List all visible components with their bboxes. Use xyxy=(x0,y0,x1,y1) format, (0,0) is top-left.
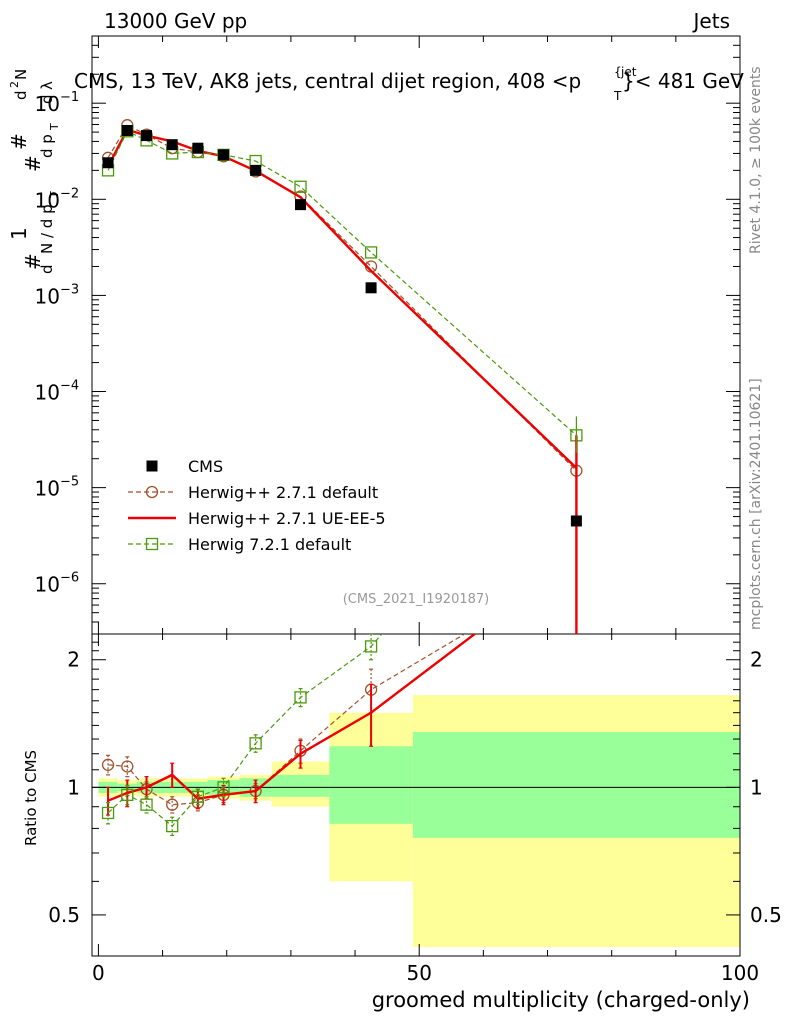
plot-title: CMS, 13 TeV, AK8 jets, central dijet reg… xyxy=(74,65,744,103)
ratio-y-axis-title: Ratio to CMS xyxy=(22,750,40,846)
main-y-tick-label-2: 10 xyxy=(35,381,60,405)
legend-label-hw271: Herwig++ 2.7.1 default xyxy=(188,483,378,502)
ratio-point-hw721-5 xyxy=(217,781,230,794)
ratio-point-hw721-4 xyxy=(191,790,205,803)
plot-title-sub: T xyxy=(613,89,622,103)
ratio-y-tick-label-right-1: 1 xyxy=(750,775,763,799)
x-tick-label-1: 50 xyxy=(406,961,431,985)
ratio-plot-frame xyxy=(91,633,741,957)
main-y-tick-exp-3: −3 xyxy=(60,282,79,297)
ratio-y-tick-label-left-1: 1 xyxy=(67,775,80,799)
cms-point-5 xyxy=(218,149,230,161)
main-y-tick-label-3: 10 xyxy=(35,284,60,308)
ratio-line-hw271 xyxy=(107,634,466,806)
cms-point-9 xyxy=(570,515,582,527)
main-point-hw721-8 xyxy=(364,246,378,259)
main-y-tick-exp-0: −6 xyxy=(60,571,79,586)
ratio-point-hw721-6 xyxy=(249,737,262,750)
plot-title-brace: { xyxy=(614,65,622,79)
ratio-uncertainty-bands xyxy=(92,695,740,948)
legend: CMS Herwig++ 2.7.1 default Herwig++ 2.7.1 … xyxy=(128,457,386,554)
cms-point-4 xyxy=(192,142,204,154)
rivet-version-label: Rivet 4.1.0, ≥ 100k events xyxy=(748,66,764,254)
svg-text:1: 1 xyxy=(7,227,31,240)
main-y-tick-exp-4: −2 xyxy=(60,186,79,201)
svg-text:#: # xyxy=(21,253,45,270)
ratio-y-tick-label-right-2: 2 xyxy=(750,648,763,672)
cms-point-8 xyxy=(365,282,377,294)
ratio-point-hw721-7 xyxy=(294,691,307,704)
svg-text:2: 2 xyxy=(8,81,21,88)
ratio-y-tick-label-left-0: 0.5 xyxy=(48,903,80,927)
svg-text:d p: d p xyxy=(38,134,56,158)
plot-title-text: CMS, 13 TeV, AK8 jets, central dijet reg… xyxy=(74,69,581,93)
ratio-y-tick-label-right-0: 0.5 xyxy=(750,903,782,927)
legend-marker-hw271 xyxy=(145,485,159,499)
main-y-tick-label-4: 10 xyxy=(35,188,60,212)
energy-label: 13000 GeV pp xyxy=(104,9,247,33)
mcplots-label: mcplots.cern.ch [arXiv:2401.10621] xyxy=(748,378,764,630)
ratio-point-hw721-0 xyxy=(101,806,115,820)
svg-text:λ: λ xyxy=(38,81,56,90)
svg-text:d: d xyxy=(38,264,56,274)
x-tick-label-2: 100 xyxy=(721,961,759,985)
svg-text:T: T xyxy=(48,191,61,199)
ratio-point-hw721-8 xyxy=(364,640,378,653)
main-point-hw721-7 xyxy=(294,180,307,193)
legend-label-hw721: Herwig 7.2.1 default xyxy=(188,535,351,554)
main-y-tick-exp-5: −1 xyxy=(60,90,79,105)
svg-text:#: # xyxy=(21,155,45,172)
legend-marker-cms xyxy=(146,460,158,472)
cms-point-6 xyxy=(250,164,262,176)
main-y-tick-label-5: 10 xyxy=(35,92,60,116)
svg-text:N / d p: N / d p xyxy=(38,204,56,254)
main-y-tick-label-1: 10 xyxy=(35,477,60,501)
ratio-series-layer xyxy=(101,404,582,837)
svg-text:#: # xyxy=(7,133,31,150)
ratio-series-clipped xyxy=(101,404,582,837)
svg-text:d: d xyxy=(12,90,30,100)
plot-title-sup: jet xyxy=(620,65,637,79)
main-y-tick-label-0: 10 xyxy=(35,573,60,597)
svg-text:N: N xyxy=(12,69,30,80)
main-line-hw271 xyxy=(107,124,577,472)
ratio-point-hw721-1 xyxy=(121,788,134,801)
ratio-point-hw271-1 xyxy=(121,760,134,773)
legend-label-cms: CMS xyxy=(188,457,223,476)
main-series-layer xyxy=(101,119,583,634)
ratio-line-hwue xyxy=(107,634,477,802)
cms-point-0 xyxy=(102,157,114,169)
ratio-y-tick-label-left-2: 2 xyxy=(67,648,80,672)
ratio-point-hw721-2 xyxy=(140,798,153,811)
legend-marker-hw721 xyxy=(145,537,159,551)
main-y-tick-exp-1: −5 xyxy=(60,475,79,490)
cms-point-2 xyxy=(141,130,153,142)
legend-label-hwue: Herwig++ 2.7.1 UE-EE-5 xyxy=(188,509,386,528)
main-line-hwue xyxy=(106,128,578,469)
analysis-watermark: (CMS_2021_I1920187) xyxy=(343,592,490,607)
main-line-hw721 xyxy=(107,130,577,436)
main-y-tick-exp-2: −4 xyxy=(60,379,79,394)
svg-text:d: d xyxy=(38,94,56,104)
green-band-9 xyxy=(412,732,740,838)
x-tick-label-0: 0 xyxy=(92,961,105,985)
ratio-point-hw271-3 xyxy=(166,798,179,811)
svg-text:T: T xyxy=(48,123,61,131)
axis-ticks xyxy=(92,35,741,957)
category-label: Jets xyxy=(692,9,730,33)
cms-point-1 xyxy=(121,124,133,136)
cms-point-7 xyxy=(295,199,307,211)
x-axis-title: groomed multiplicity (charged-only) xyxy=(372,988,750,1012)
ratio-point-hw271-0 xyxy=(101,758,115,771)
ratio-point-hw721-3 xyxy=(166,819,179,833)
main-cms-points xyxy=(102,124,582,527)
green-band-7 xyxy=(271,774,330,797)
ratio-point-hw721-9 xyxy=(571,404,582,415)
plot-title-end: }< 481 GeV xyxy=(622,69,744,93)
green-band-8 xyxy=(329,746,413,824)
main-y-axis-title: # d N / d p T 1 # d p T d λ # d 2 N xyxy=(7,69,61,274)
cms-point-3 xyxy=(166,139,178,151)
